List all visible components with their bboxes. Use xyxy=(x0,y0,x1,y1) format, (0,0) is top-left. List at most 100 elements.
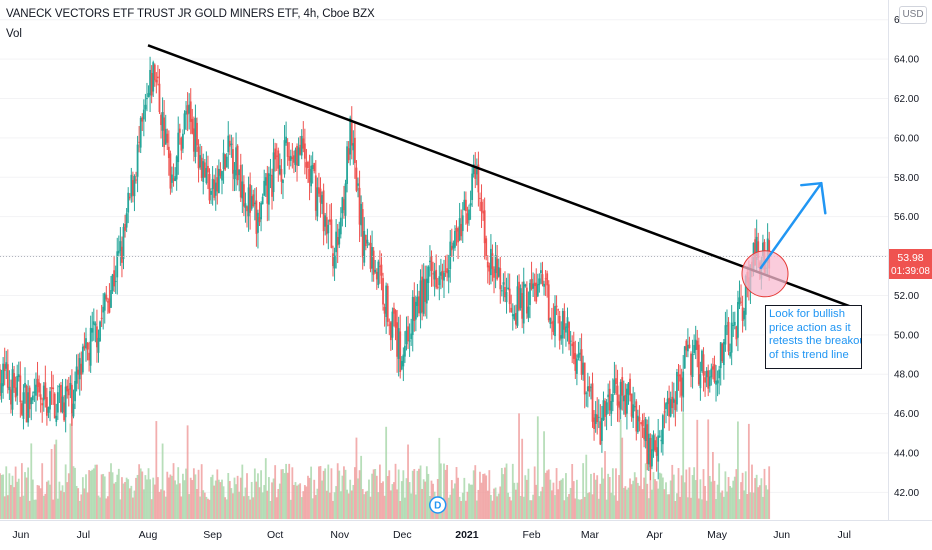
symbol-title[interactable]: VANECK VECTORS ETF TRUST JR GOLD MINERS … xyxy=(6,8,375,20)
candle-body xyxy=(313,163,316,172)
volume-bar xyxy=(275,497,278,519)
volume-bar xyxy=(738,499,741,519)
candle-body xyxy=(411,296,414,336)
candle-body xyxy=(30,397,33,405)
volume-bar xyxy=(635,477,638,519)
volume-bar xyxy=(521,438,524,519)
candle-body xyxy=(377,261,380,285)
volume-bar xyxy=(92,468,95,519)
candle-body xyxy=(525,287,528,314)
candle-body xyxy=(86,342,89,350)
volume-bar xyxy=(188,494,191,519)
candle-body xyxy=(3,364,6,372)
candle-body xyxy=(435,269,438,288)
price-axis[interactable]: 42.0044.0046.0048.0050.0052.0054.0056.00… xyxy=(894,15,919,499)
volume-bar xyxy=(557,489,560,519)
volume-bar xyxy=(235,484,237,519)
candle-body xyxy=(210,190,212,195)
volume-bar xyxy=(205,496,208,519)
candle-body xyxy=(27,392,30,423)
volume-bar xyxy=(207,498,209,519)
volume-bar xyxy=(450,480,453,519)
volume-bar xyxy=(525,479,528,519)
volume-bar xyxy=(563,500,566,519)
candle-body xyxy=(597,416,600,418)
volume-bar xyxy=(64,464,67,519)
volume-bar xyxy=(560,479,563,519)
candle-body xyxy=(277,150,280,169)
volume-bar xyxy=(269,500,272,519)
candle-body xyxy=(464,199,467,212)
candle-body xyxy=(538,278,541,286)
annotation-line: price action as it xyxy=(769,321,851,334)
candle-body xyxy=(249,184,252,213)
volume-bar xyxy=(346,489,348,519)
volume-bar xyxy=(49,484,51,519)
candle-body xyxy=(274,148,277,160)
candle-body xyxy=(427,266,430,284)
candle-body xyxy=(375,271,378,280)
candle-body xyxy=(436,286,439,288)
volume-bar xyxy=(94,464,97,519)
volume-bar xyxy=(336,463,339,519)
volume-bar xyxy=(355,437,358,519)
candle-body xyxy=(235,147,237,176)
volume-bar xyxy=(122,483,125,519)
volume-bar xyxy=(30,443,33,519)
dividend-marker[interactable]: D xyxy=(428,496,447,514)
volume-bar xyxy=(42,495,45,519)
volume-bar xyxy=(108,471,111,519)
candle-body xyxy=(738,297,741,305)
time-axis[interactable]: Jun Jul Aug Sep Oct Nov Dec 2021 Feb Mar Apr May Jun… xyxy=(12,529,851,541)
volume-bar xyxy=(288,463,291,519)
candle-body xyxy=(638,417,641,422)
volume-bar xyxy=(20,463,23,519)
candle-body xyxy=(157,76,159,79)
candle-body xyxy=(31,395,34,401)
bullish-arrow[interactable] xyxy=(759,181,827,270)
candle-body xyxy=(511,314,514,317)
candle-body xyxy=(626,388,628,414)
volume-bar xyxy=(552,482,555,519)
candle-body xyxy=(242,184,245,207)
volume-bar xyxy=(35,499,37,519)
volume-bar xyxy=(447,497,450,519)
volume-legend[interactable]: Vol xyxy=(6,28,22,40)
candle-body xyxy=(346,146,348,184)
candle-body xyxy=(175,156,178,180)
trend-line[interactable] xyxy=(147,44,853,309)
time-tick-label: Apr xyxy=(646,529,663,541)
volume-bar xyxy=(485,475,488,519)
volume-bar xyxy=(71,412,73,519)
candle-body xyxy=(546,273,549,286)
candle-body xyxy=(410,333,413,340)
candle-body xyxy=(203,162,206,178)
candle-body xyxy=(515,313,517,325)
volume-bar xyxy=(322,470,325,519)
candle-body xyxy=(694,339,697,350)
annotation-note[interactable]: Look for bullish price action as it rete… xyxy=(765,305,862,369)
candle-body xyxy=(472,164,475,175)
volume-bar xyxy=(647,498,650,519)
volume-bar xyxy=(408,482,411,519)
candle-body xyxy=(10,389,12,405)
candle-body xyxy=(518,281,520,310)
candle-body xyxy=(605,402,608,415)
volume-bar xyxy=(244,487,247,519)
volume-bar xyxy=(472,470,475,519)
candle-body xyxy=(524,284,527,287)
volume-bar xyxy=(486,490,489,519)
retest-circle[interactable] xyxy=(741,250,789,298)
volume-bar xyxy=(740,482,742,519)
volume-bar xyxy=(475,500,478,519)
volume-bar xyxy=(716,484,719,519)
candle-body xyxy=(575,358,578,374)
volume-bar xyxy=(271,482,273,519)
currency-button[interactable]: USD xyxy=(899,6,927,24)
candle-body xyxy=(457,228,459,243)
candle-body xyxy=(89,327,92,366)
volume-bar xyxy=(313,479,316,519)
volume-bar xyxy=(183,480,186,519)
volume-bar xyxy=(768,466,771,519)
